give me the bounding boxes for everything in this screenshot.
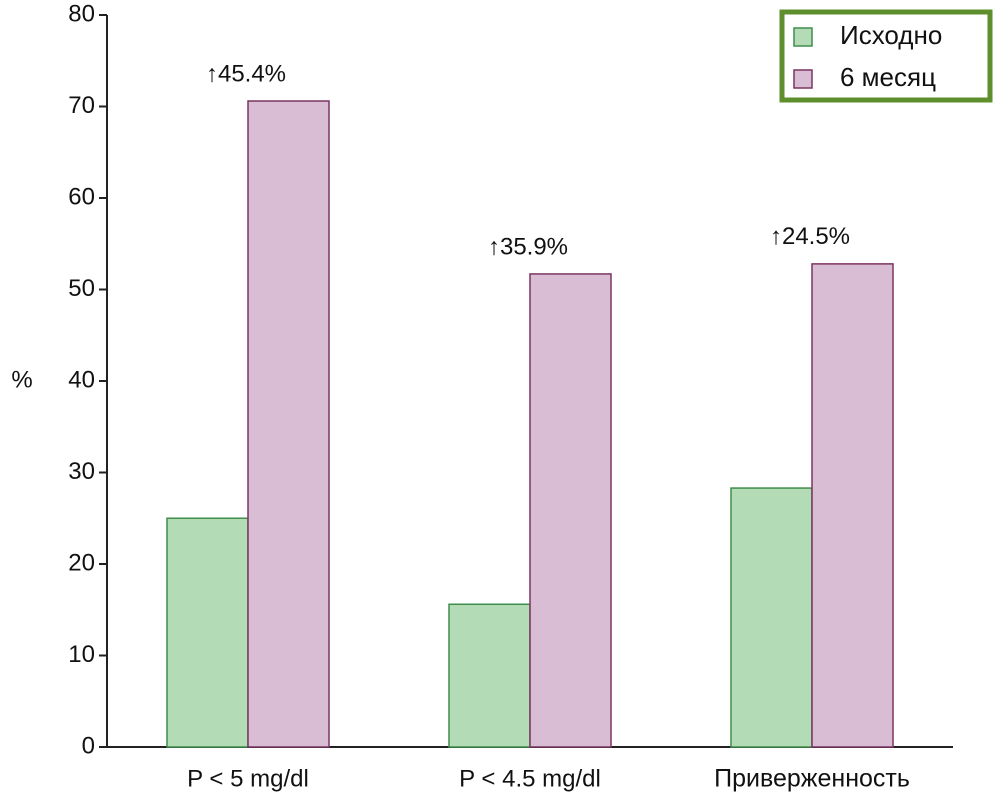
- y-tick-label: 0: [82, 732, 95, 759]
- legend-label: Исходно: [840, 20, 942, 50]
- y-tick-label: 20: [68, 549, 95, 576]
- legend-swatch: [793, 27, 813, 47]
- annotation: ↑24.5%: [770, 223, 850, 250]
- y-tick-label: 50: [68, 275, 95, 302]
- annotation: ↑35.9%: [488, 233, 568, 260]
- x-tick-label: P < 5 mg/dl: [187, 765, 309, 792]
- y-tick-label: 40: [68, 366, 95, 393]
- bar: [811, 263, 894, 748]
- y-axis-label: %: [11, 366, 32, 393]
- bar: [448, 603, 531, 748]
- y-tick-label: 70: [68, 92, 95, 119]
- legend-label: 6 месяц: [840, 62, 936, 92]
- annotation: ↑45.4%: [206, 60, 286, 87]
- x-tick-label: Приверженность: [714, 765, 910, 793]
- y-tick-label: 10: [68, 641, 95, 668]
- y-tick-label: 80: [68, 0, 95, 27]
- bar: [730, 487, 813, 748]
- y-tick-label: 30: [68, 458, 95, 485]
- y-tick-label: 60: [68, 183, 95, 210]
- x-tick-label: P < 4.5 mg/dl: [459, 765, 601, 792]
- legend-swatch: [793, 69, 813, 89]
- bar: [166, 517, 249, 748]
- bar: [529, 273, 612, 748]
- legend-box: [779, 9, 993, 103]
- bar: [247, 100, 330, 748]
